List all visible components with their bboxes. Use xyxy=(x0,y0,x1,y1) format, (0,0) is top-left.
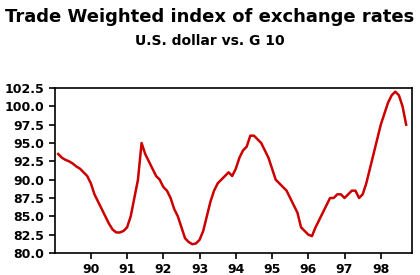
Y-axis label: Index: Index xyxy=(0,149,2,192)
Text: Trade Weighted index of exchange rates: Trade Weighted index of exchange rates xyxy=(5,8,415,26)
Text: U.S. dollar vs. G 10: U.S. dollar vs. G 10 xyxy=(135,34,285,48)
